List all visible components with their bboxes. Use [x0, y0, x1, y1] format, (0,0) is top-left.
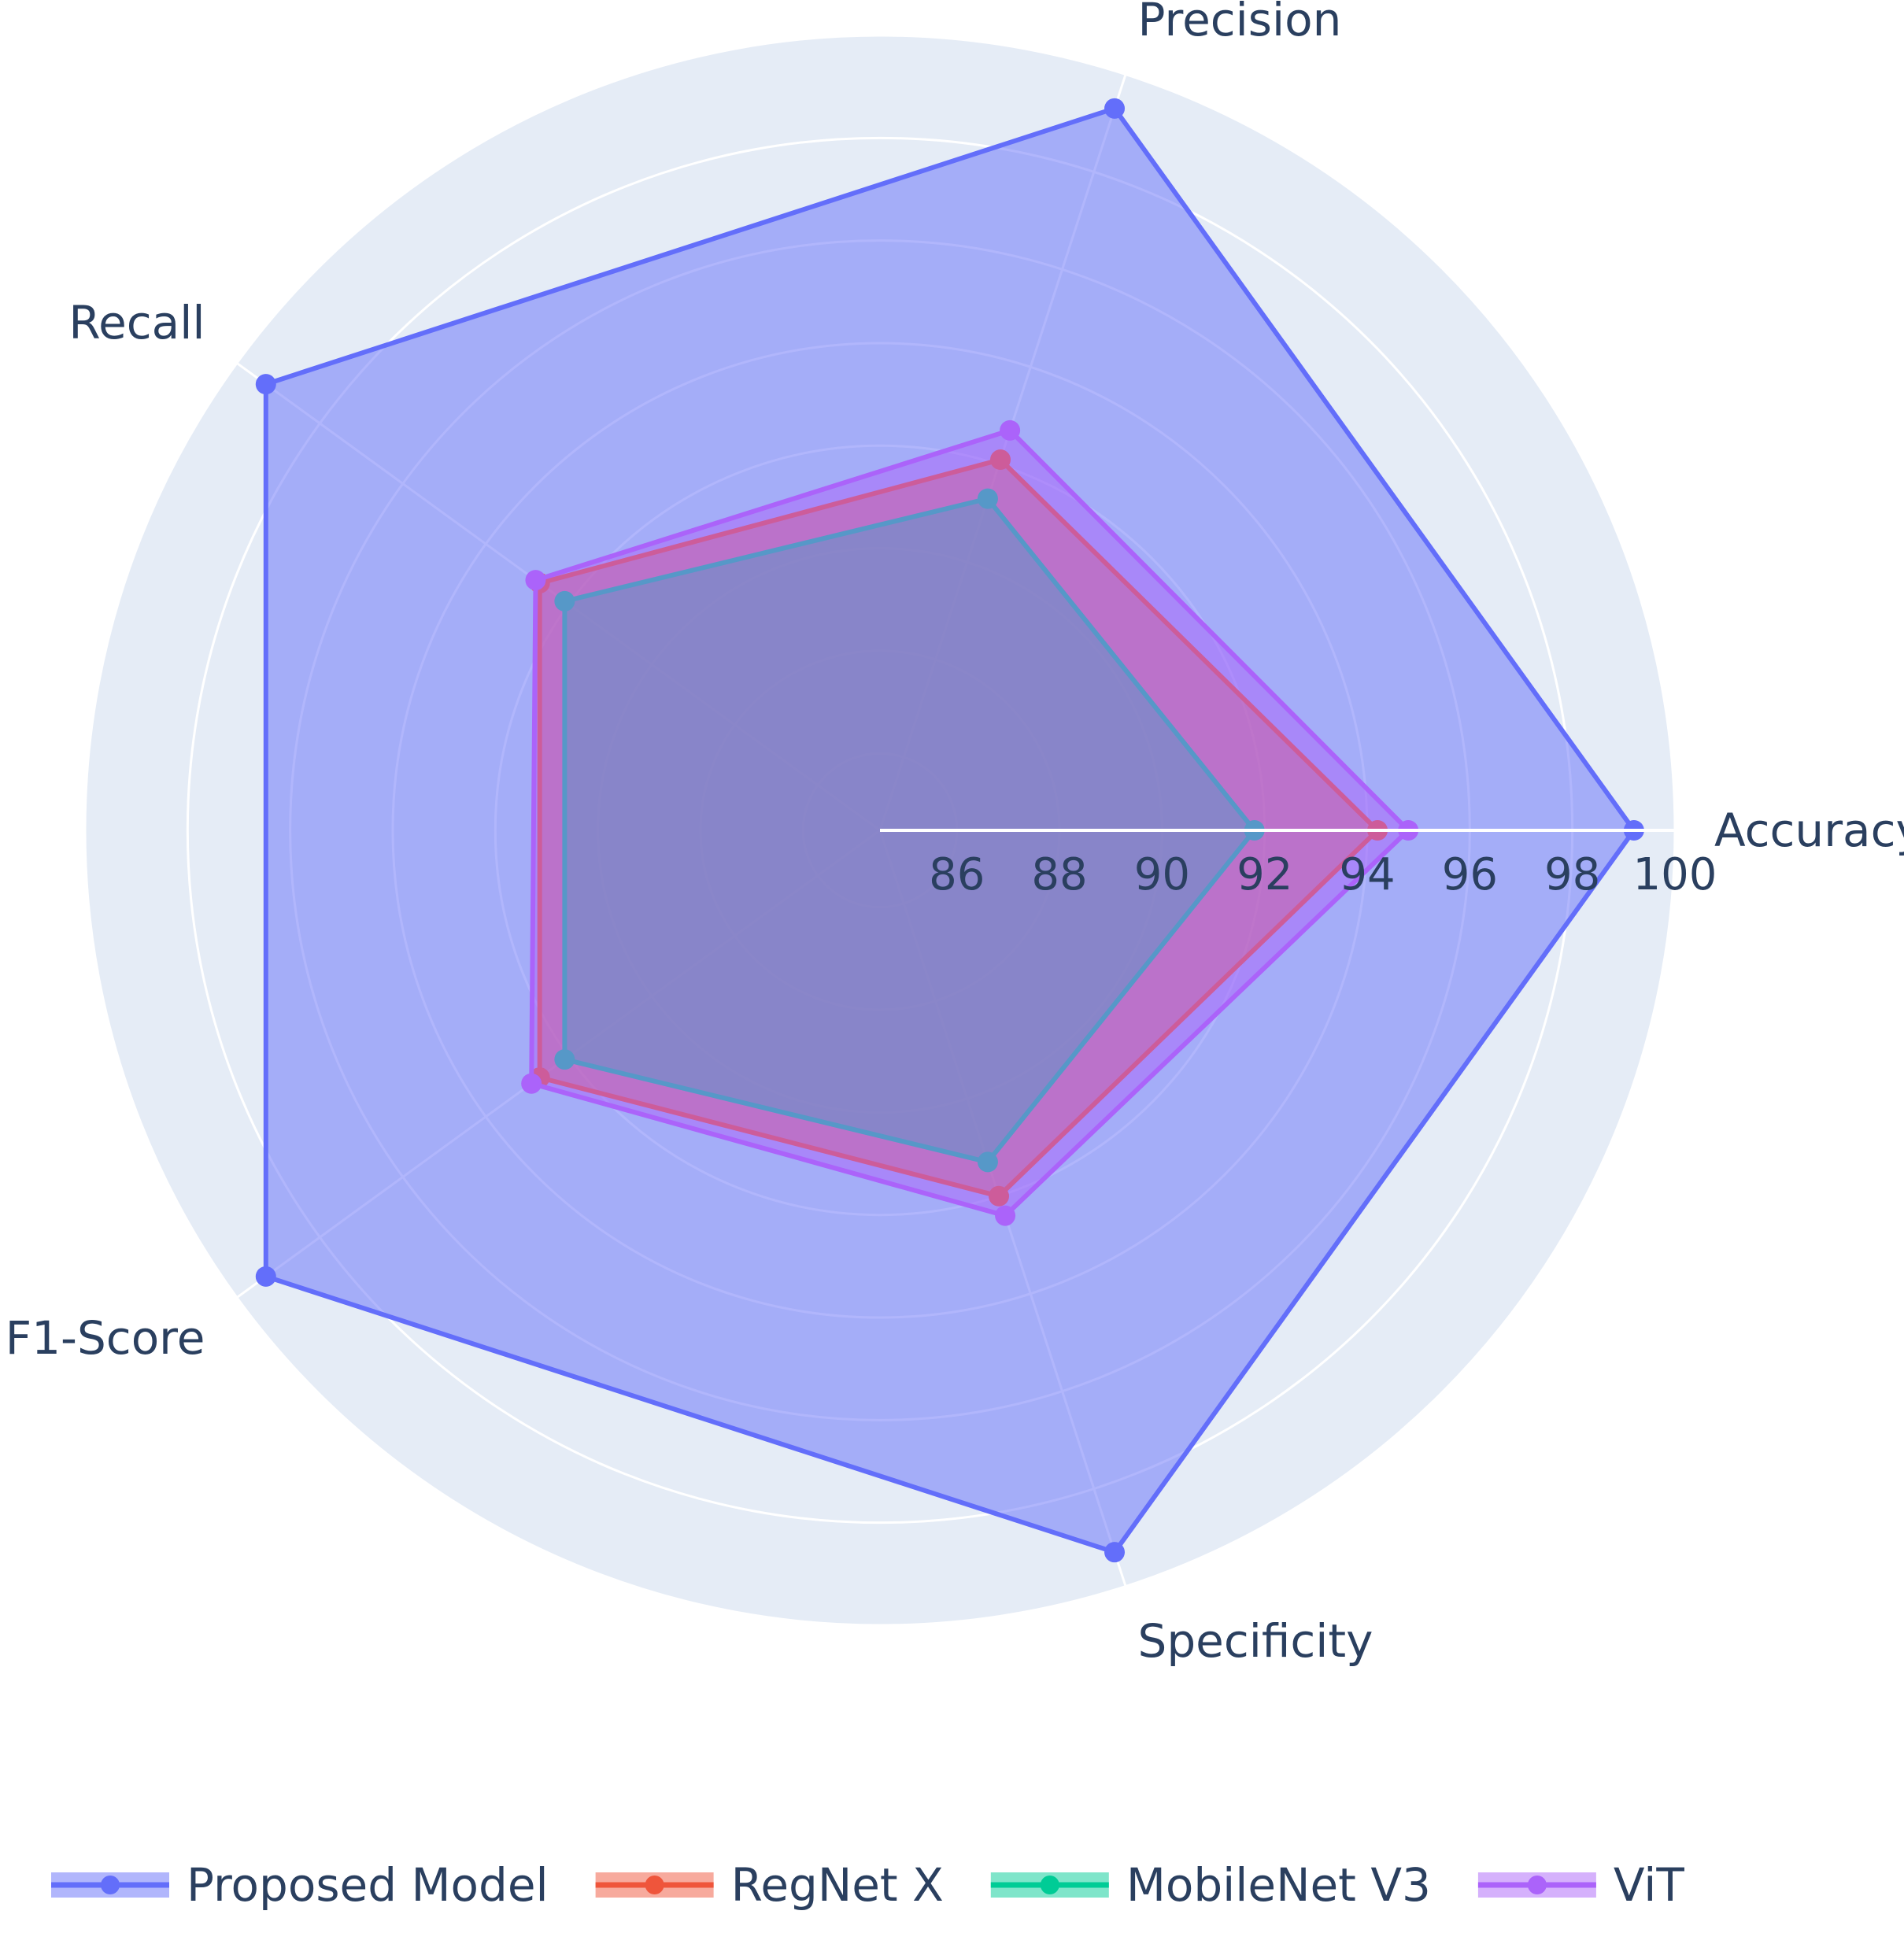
legend-marker: [1040, 1876, 1059, 1894]
angular-axis-label: Accuracy: [1714, 804, 1904, 857]
radial-tick-label: 92: [1237, 849, 1292, 900]
legend-item[interactable]: MobileNet V3: [990, 1858, 1431, 1912]
legend-item[interactable]: RegNet X: [595, 1858, 944, 1912]
data-point-marker: [525, 570, 546, 591]
data-point-marker: [255, 374, 276, 395]
angular-axis-label: F1-Score: [6, 1311, 205, 1365]
legend-label: Proposed Model: [187, 1858, 549, 1912]
series-area: [529, 427, 1411, 1218]
angular-axis-label: Recall: [68, 296, 205, 349]
data-point-marker: [1104, 1542, 1126, 1563]
legend-item[interactable]: Proposed Model: [51, 1858, 549, 1912]
legend-marker: [101, 1876, 120, 1894]
series-vit: [521, 419, 1419, 1226]
legend: Proposed Model RegNet X MobileNet V3 ViT: [51, 1858, 1684, 1912]
radial-tick-label: 98: [1544, 849, 1600, 900]
angular-axis-label: Specificity: [1138, 1614, 1373, 1668]
data-point-marker: [521, 1073, 542, 1094]
angular-axis-label: Precision: [1138, 0, 1342, 46]
data-point-marker: [1000, 419, 1021, 441]
legend-label: ViT: [1614, 1858, 1685, 1912]
data-point-marker: [1104, 98, 1126, 119]
legend-label: RegNet X: [731, 1858, 944, 1912]
data-point-marker: [255, 1266, 276, 1287]
radial-tick-label: 100: [1633, 849, 1717, 900]
data-point-marker: [995, 1205, 1016, 1226]
legend-marker: [1527, 1876, 1547, 1894]
radial-tick-label: 90: [1134, 849, 1190, 900]
radial-tick-label: 94: [1339, 849, 1395, 900]
radial-axis: 86 88 90 92 94 96 98 100: [880, 829, 1717, 900]
radial-tick-label: 86: [929, 849, 985, 900]
legend-marker: [645, 1876, 664, 1894]
radial-tick-label: 96: [1442, 849, 1498, 900]
angular-axis-labels: Accuracy Precision Recall F1-Score Specifici…: [6, 0, 1904, 1668]
legend-label: MobileNet V3: [1126, 1858, 1431, 1912]
legend-item[interactable]: ViT: [1477, 1858, 1685, 1912]
radial-tick-label: 88: [1031, 849, 1087, 900]
